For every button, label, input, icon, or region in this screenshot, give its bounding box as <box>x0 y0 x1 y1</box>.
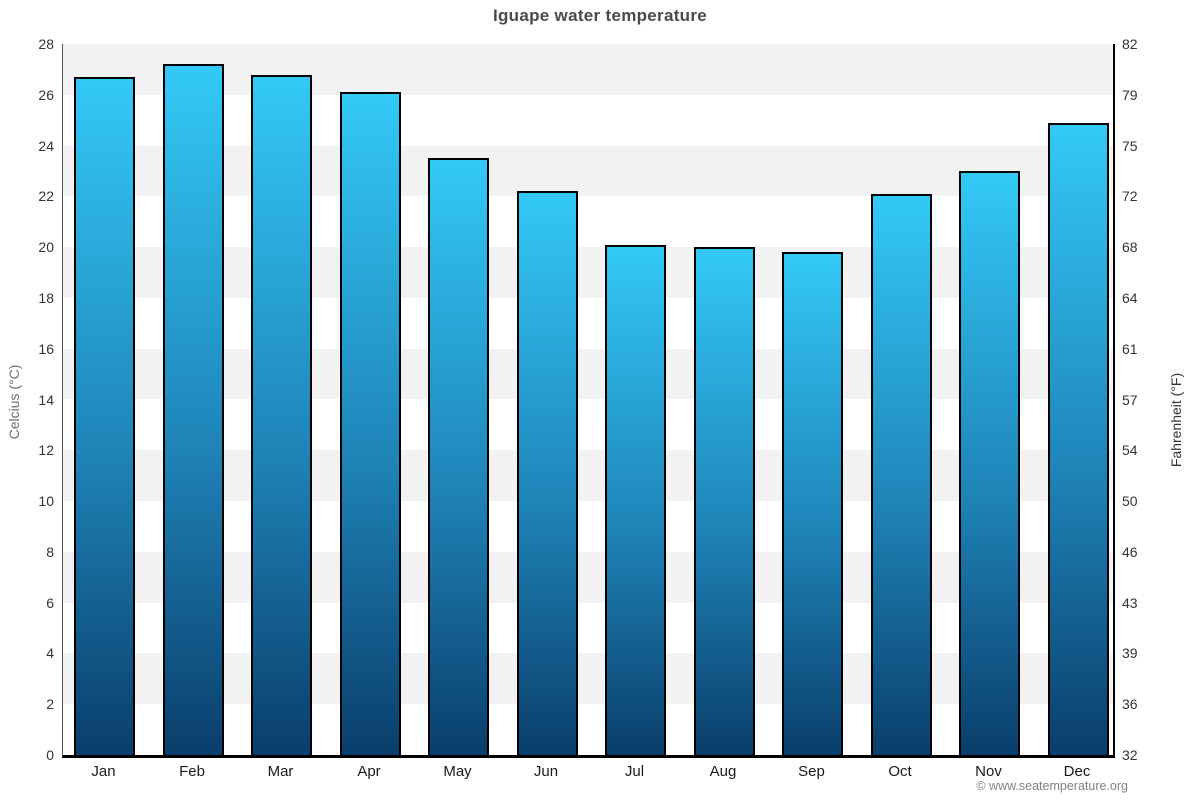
bar-apr[interactable] <box>339 92 401 755</box>
y-tick-celsius-12: 12 <box>38 442 54 459</box>
bar-aug[interactable] <box>693 247 755 755</box>
grid-band <box>63 44 1113 95</box>
x-tick-label-aug: Aug <box>709 763 737 780</box>
y-tick-celsius-14: 14 <box>38 391 54 408</box>
x-tick-label-jan: Jan <box>91 763 116 780</box>
x-tick-label-oct: Oct <box>888 763 912 780</box>
grid-band <box>63 94 1113 146</box>
grid-band <box>63 196 1113 248</box>
y-tick-celsius-22: 22 <box>38 188 54 205</box>
y-tick-celsius-28: 28 <box>38 36 54 52</box>
y-tick-fahrenheit-68: 68 <box>1122 239 1138 256</box>
y-tick-celsius-24: 24 <box>38 137 54 154</box>
grid-band <box>63 704 1113 755</box>
grid-band <box>63 602 1113 654</box>
grid-band <box>63 653 1113 705</box>
y-tick-celsius-6: 6 <box>46 594 54 611</box>
bar-mar[interactable] <box>251 74 312 755</box>
x-tick-label-sep: Sep <box>798 763 825 780</box>
y-tick-fahrenheit-61: 61 <box>1122 340 1138 357</box>
y-tick-fahrenheit-36: 36 <box>1122 696 1138 713</box>
x-tick-label-feb: Feb <box>179 763 205 780</box>
y-tick-celsius-2: 2 <box>46 696 54 713</box>
y-tick-fahrenheit-57: 57 <box>1122 391 1138 408</box>
y-tick-fahrenheit-75: 75 <box>1122 137 1138 154</box>
y-tick-fahrenheit-32: 32 <box>1122 747 1138 763</box>
y-tick-celsius-20: 20 <box>38 239 54 256</box>
y-tick-fahrenheit-46: 46 <box>1122 543 1138 560</box>
grid-band <box>63 247 1113 298</box>
x-tick-label-mar: Mar <box>267 763 294 780</box>
y-tick-celsius-18: 18 <box>38 289 54 306</box>
grid-band <box>63 348 1113 400</box>
grid-band <box>63 551 1113 603</box>
bar-jun[interactable] <box>516 191 578 755</box>
y-tick-fahrenheit-64: 64 <box>1122 289 1138 306</box>
y-tick-fahrenheit-79: 79 <box>1122 86 1138 103</box>
bar-jul[interactable] <box>605 244 666 755</box>
y-tick-fahrenheit-82: 82 <box>1122 36 1138 52</box>
x-tick-label-dec: Dec <box>1063 763 1091 780</box>
grid-band <box>63 145 1113 197</box>
y-tick-celsius-8: 8 <box>46 543 54 560</box>
bar-jan[interactable] <box>74 77 135 755</box>
grid-band <box>63 297 1113 349</box>
y-tick-fahrenheit-50: 50 <box>1122 493 1138 510</box>
x-tick-label-nov: Nov <box>975 763 1002 780</box>
bar-feb[interactable] <box>162 64 224 755</box>
y-tick-celsius-16: 16 <box>38 340 54 357</box>
y-tick-celsius-4: 4 <box>46 645 54 662</box>
chart-title: Iguape water temperature <box>492 6 708 25</box>
x-tick-label-apr: Apr <box>357 763 381 780</box>
bar-may[interactable] <box>428 158 489 755</box>
grid-band <box>63 399 1113 451</box>
y-tick-celsius-10: 10 <box>38 493 54 510</box>
x-tick-label-jun: Jun <box>533 763 559 780</box>
y-tick-celsius-0: 0 <box>46 747 54 763</box>
y-tick-fahrenheit-43: 43 <box>1122 594 1138 611</box>
bar-sep[interactable] <box>782 252 843 755</box>
y-tick-fahrenheit-72: 72 <box>1122 188 1138 205</box>
y-tick-fahrenheit-54: 54 <box>1122 442 1138 459</box>
x-tick-label-jul: Jul <box>624 763 645 780</box>
copyright: © www.seatemperature.org <box>976 779 1128 793</box>
x-tick-label-may: May <box>443 763 472 780</box>
grid-band <box>63 501 1113 552</box>
bar-oct[interactable] <box>870 193 932 755</box>
plot-area <box>62 44 1115 758</box>
grid-band <box>63 450 1113 502</box>
x-axis-labels: Jan Feb Mar Apr May Jun Jul Aug Sep Oct Nov Dec <box>62 763 1112 785</box>
bar-nov[interactable] <box>959 171 1020 755</box>
y-tick-fahrenheit-39: 39 <box>1122 645 1138 662</box>
bar-dec[interactable] <box>1047 122 1109 755</box>
y-tick-celsius-26: 26 <box>38 86 54 103</box>
